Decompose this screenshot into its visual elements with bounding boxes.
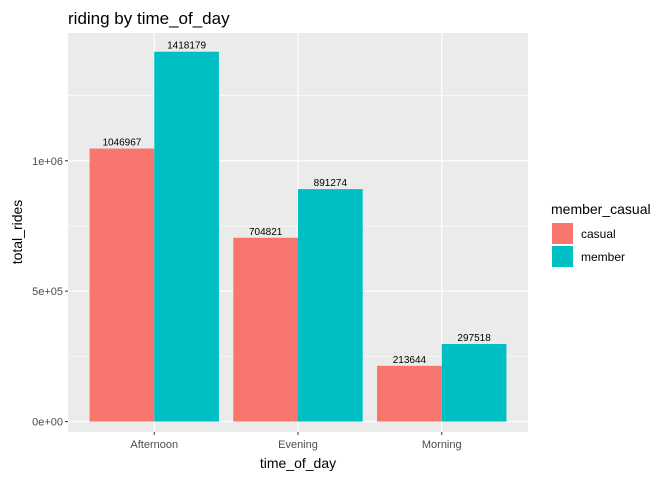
bar-member bbox=[441, 343, 507, 422]
legend-label: member bbox=[581, 250, 625, 264]
y-axis: 0e+00 5e+05 1e+06 bbox=[32, 156, 68, 429]
bar-casual bbox=[233, 237, 298, 422]
bar-member bbox=[298, 189, 363, 422]
data-label: 213644 bbox=[393, 355, 427, 366]
data-label: 297518 bbox=[457, 333, 491, 344]
legend-key-casual bbox=[552, 223, 573, 244]
data-label: 704821 bbox=[249, 227, 283, 238]
y-axis-title: total_rides bbox=[9, 200, 25, 265]
x-tick-label: Afternoon bbox=[130, 439, 178, 451]
x-axis: Afternoon Evening Morning bbox=[130, 432, 462, 451]
data-label: 891274 bbox=[314, 178, 348, 189]
legend: member_casual casual member bbox=[551, 201, 651, 267]
legend-title: member_casual bbox=[551, 201, 651, 217]
x-tick-label: Evening bbox=[278, 439, 318, 451]
chart-title: riding by time_of_day bbox=[68, 9, 230, 28]
legend-key-member bbox=[552, 246, 573, 267]
bar-casual bbox=[89, 148, 155, 422]
x-tick-label: Morning bbox=[422, 439, 462, 451]
bars bbox=[89, 51, 507, 422]
x-axis-title: time_of_day bbox=[260, 455, 336, 471]
data-labels: 1046967 704821 213644 1418179 891274 297518 bbox=[102, 41, 491, 366]
y-tick-label: 1e+06 bbox=[32, 156, 63, 168]
bar-casual bbox=[377, 365, 442, 422]
y-tick-label: 5e+05 bbox=[32, 286, 63, 298]
data-label: 1418179 bbox=[167, 41, 206, 52]
y-tick-label: 0e+00 bbox=[32, 417, 63, 429]
legend-label: casual bbox=[581, 227, 616, 241]
data-label: 1046967 bbox=[102, 138, 141, 149]
bar-member bbox=[154, 51, 219, 422]
